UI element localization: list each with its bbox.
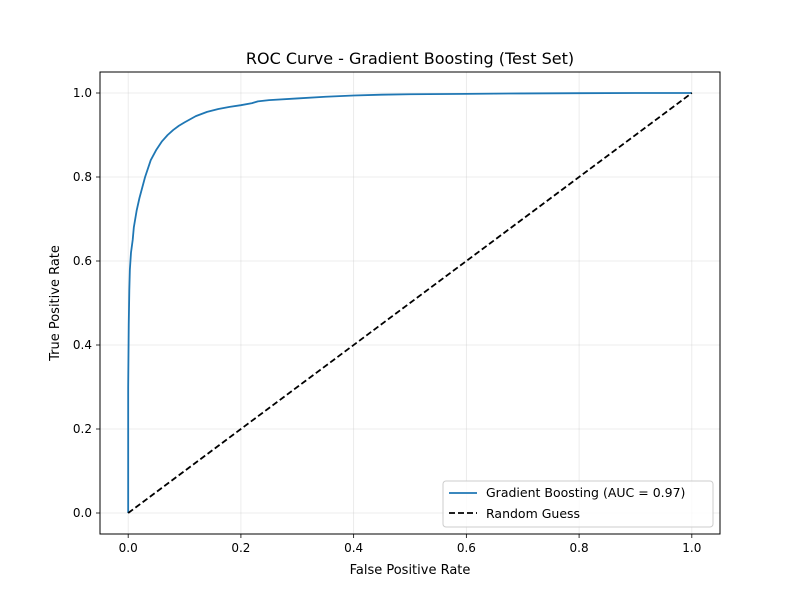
y-tick-label: 1.0	[73, 86, 92, 100]
x-axis-label: False Positive Rate	[350, 563, 471, 578]
x-tick-label: 0.2	[231, 541, 250, 555]
random-guess-line	[127, 92, 693, 514]
x-tick-label: 0.6	[457, 541, 476, 555]
y-tick-label: 0.2	[73, 422, 92, 436]
series-layer	[127, 92, 693, 514]
chart-title: ROC Curve - Gradient Boosting (Test Set)	[246, 49, 574, 68]
roc-curve-line	[127, 92, 692, 513]
y-tick-label: 0.0	[73, 506, 92, 520]
x-tick-label: 0.0	[119, 541, 138, 555]
y-tick-label: 0.4	[73, 338, 92, 352]
grid	[100, 72, 720, 534]
y-tick-label: 0.6	[73, 254, 92, 268]
x-tick-label: 1.0	[682, 541, 701, 555]
plot-frame	[99, 71, 721, 535]
x-tick-label: 0.8	[570, 541, 589, 555]
y-tick-label: 0.8	[73, 170, 92, 184]
y-axis-label: True Positive Rate	[48, 245, 63, 362]
x-tick-label: 0.4	[344, 541, 363, 555]
legend-box	[442, 480, 714, 528]
legend: Gradient Boosting (AUC = 0.97) Random Gu…	[442, 480, 714, 528]
ticks: 0.0 0.2 0.4 0.6 0.8 1.0 0.0 0.2 0.4 0.6 0.8 1.0	[73, 86, 701, 555]
legend-label-random-guess: Random Guess	[486, 506, 580, 521]
legend-label-gradient-boosting: Gradient Boosting (AUC = 0.97)	[486, 485, 685, 500]
